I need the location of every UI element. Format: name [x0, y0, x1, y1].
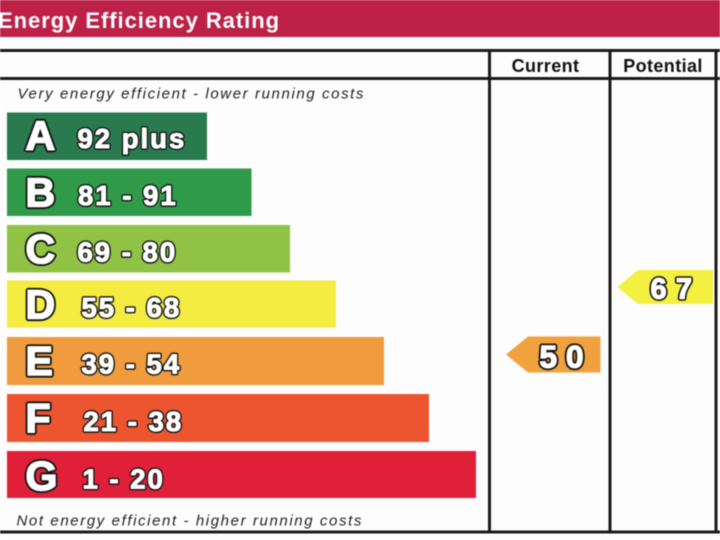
svg-text:55 - 68: 55 - 68: [82, 292, 182, 323]
svg-text:21 - 38: 21 - 38: [84, 406, 184, 437]
svg-text:Not energy efficient - higher: Not energy efficient - higher running co…: [17, 513, 363, 530]
svg-text:F: F: [26, 395, 51, 441]
svg-text:81 - 91: 81 - 91: [78, 180, 178, 211]
svg-text:55 - 68: 55 - 68: [82, 292, 182, 323]
svg-text:Current: Current: [512, 56, 580, 76]
svg-text:F: F: [26, 395, 51, 441]
svg-text:G: G: [26, 453, 58, 499]
svg-text:1 - 20: 1 - 20: [83, 463, 165, 494]
svg-text:67: 67: [651, 273, 702, 305]
svg-text:D: D: [26, 282, 56, 328]
svg-text:C: C: [26, 226, 56, 272]
svg-text:39 - 54: 39 - 54: [82, 349, 182, 380]
svg-text:Energy Efficiency Rating: Energy Efficiency Rating: [0, 8, 280, 33]
svg-text:21 - 38: 21 - 38: [84, 406, 184, 437]
svg-text:69 - 80: 69 - 80: [78, 236, 178, 267]
svg-text:39 - 54: 39 - 54: [82, 349, 182, 380]
svg-text:67: 67: [651, 273, 702, 305]
svg-text:69 - 80: 69 - 80: [78, 236, 178, 267]
svg-text:92 plus: 92 plus: [78, 123, 187, 154]
svg-text:50: 50: [539, 338, 592, 374]
svg-text:E: E: [26, 338, 53, 384]
svg-text:Very energy efficient - lower: Very energy efficient - lower running co…: [18, 85, 366, 102]
svg-text:D: D: [26, 282, 56, 328]
svg-text:A: A: [26, 113, 56, 159]
svg-text:B: B: [26, 169, 56, 215]
svg-text:81 - 91: 81 - 91: [78, 180, 178, 211]
svg-text:G: G: [26, 453, 58, 499]
svg-text:A: A: [26, 113, 56, 159]
svg-text:B: B: [26, 169, 56, 215]
svg-text:Potential: Potential: [623, 56, 703, 76]
svg-text:1 - 20: 1 - 20: [83, 463, 165, 494]
svg-text:C: C: [26, 226, 56, 272]
svg-text:92 plus: 92 plus: [78, 123, 187, 154]
svg-text:50: 50: [539, 338, 592, 374]
svg-text:E: E: [26, 338, 53, 384]
